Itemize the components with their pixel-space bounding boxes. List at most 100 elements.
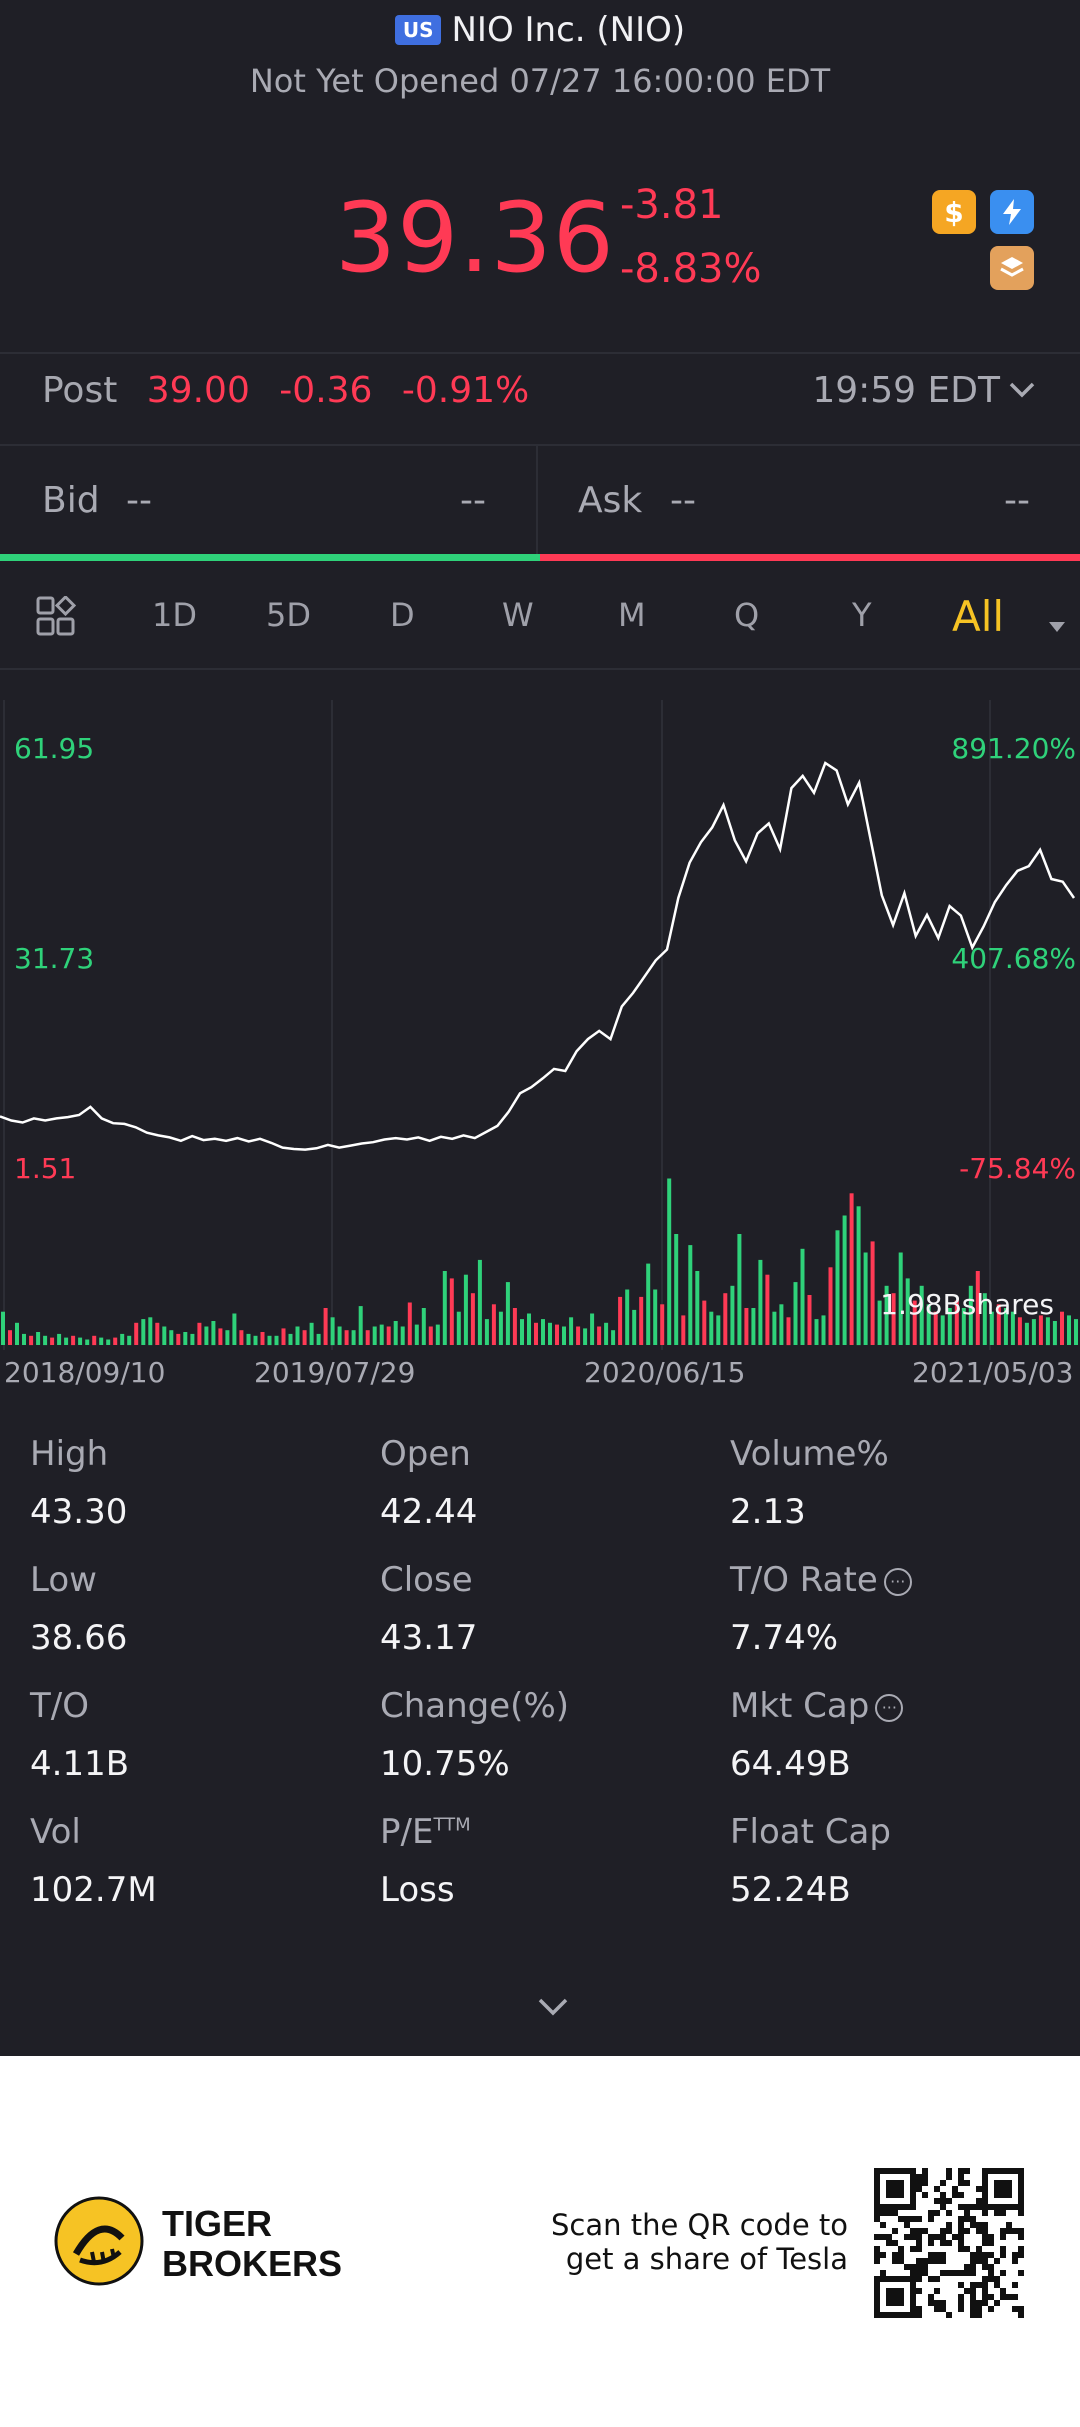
volume-bar [632,1309,637,1345]
qr-module [916,2246,922,2252]
stock-title: NIO Inc. (NIO) [451,10,686,50]
qr-module [1000,2294,1006,2300]
qr-module [928,2240,934,2246]
stat-label-close: Close [380,1560,473,1600]
qr-module [976,2246,982,2252]
qr-module [952,2234,958,2240]
tab-q[interactable]: Q [734,596,760,634]
stack-icon[interactable] [990,246,1034,290]
tab-1d[interactable]: 1D [152,596,197,634]
qr-module [892,2252,898,2258]
qr-module [916,2276,922,2282]
market-badge: US [394,15,442,45]
qr-module [1018,2306,1024,2312]
qr-module [994,2276,1000,2282]
qr-module [940,2252,946,2258]
volume-bar [505,1282,510,1345]
dollar-icon[interactable]: $ [932,190,976,234]
qr-module [1000,2288,1006,2294]
volume-bar [50,1337,55,1345]
volume-bar [1017,1317,1022,1346]
qr-code[interactable] [874,2168,1024,2322]
volume-bar [57,1333,62,1345]
stack-glyph [1000,257,1024,277]
qr-module [940,2240,946,2246]
qr-module [1018,2312,1024,2318]
stat-label-open: Open [380,1434,471,1474]
qr-module [988,2294,994,2300]
x-label-1: 2018/09/10 [4,1356,166,1389]
qr-module [916,2312,922,2318]
ask-price: -- [670,480,696,521]
qr-module [988,2270,994,2276]
volume-bar [954,1300,959,1345]
qr-module [988,2252,994,2258]
flash-icon[interactable] [990,190,1034,234]
grid-layout-icon[interactable] [36,594,77,644]
brand-line-1: TIGER [162,2203,273,2244]
qr-module [946,2198,952,2204]
tab-w[interactable]: W [502,596,534,634]
tab-y[interactable]: Y [852,596,872,634]
qr-module [940,2258,946,2264]
chevron-down-icon[interactable] [1008,378,1036,406]
qr-module [964,2228,970,2234]
volume-bar [78,1337,83,1345]
qr-module [880,2234,886,2240]
more-info-icon[interactable]: ··· [883,1567,912,1596]
qr-module [898,2216,904,2222]
tab-all[interactable]: All [952,592,1005,641]
volume-bar [323,1308,328,1345]
volume-bar [204,1326,209,1345]
qr-module [982,2276,988,2282]
qr-module [946,2168,952,2174]
tab-m[interactable]: M [618,596,646,634]
qr-module [958,2174,964,2180]
caret-down-icon[interactable] [1048,604,1066,642]
y-left-min: 1.51 [14,1152,77,1185]
volume-bar [134,1322,139,1345]
qr-module [910,2246,916,2252]
volume-bar [512,1308,517,1345]
volume-bar [905,1278,910,1345]
qr-module [958,2216,964,2222]
stat-value-high: 43.30 [30,1492,128,1532]
volume-bar [407,1302,412,1346]
volume-bar [127,1335,132,1346]
volume-bar [211,1321,216,1346]
qr-module [916,2306,922,2312]
volume-bar [982,1293,987,1345]
volume-bar [800,1248,805,1345]
stat-value-to-rate: 7.74% [730,1618,839,1658]
volume-bar [64,1337,69,1345]
qr-module [1018,2246,1024,2252]
more-info-icon[interactable]: ··· [875,1693,904,1722]
qr-module [916,2174,922,2180]
volume-bar [22,1333,26,1345]
volume-bar [148,1317,153,1346]
stat-mkt-cap: Mkt Cap ··· [730,1686,904,1726]
qr-module [898,2246,904,2252]
tab-5d[interactable]: 5D [266,596,311,634]
volume-bar [309,1322,314,1345]
qr-module [904,2264,910,2270]
volume-bar [618,1296,623,1345]
qr-module [982,2222,988,2228]
qr-module [970,2294,976,2300]
qr-module [958,2270,964,2276]
qr-module [952,2192,958,2198]
price-chart[interactable]: 61.95 31.73 1.51 891.20% 407.68% -75.84%… [0,700,1080,1350]
volume-bar [975,1271,980,1345]
volume-bar [639,1296,644,1345]
y-right-max: 891.20% [951,732,1076,765]
qr-module [886,2234,892,2240]
post-market-row: Post 39.00 -0.36 -0.91% [42,370,547,411]
last-price: 39.36 [335,182,615,294]
volume-bar [435,1324,440,1345]
expand-chevron-icon[interactable] [536,1996,570,2022]
qr-module [970,2288,976,2294]
x-label-4: 2021/05/03 [912,1356,1074,1389]
stock-title-row: US NIO Inc. (NIO) [0,10,1080,50]
qr-module [964,2216,970,2222]
tab-d[interactable]: D [390,596,415,634]
